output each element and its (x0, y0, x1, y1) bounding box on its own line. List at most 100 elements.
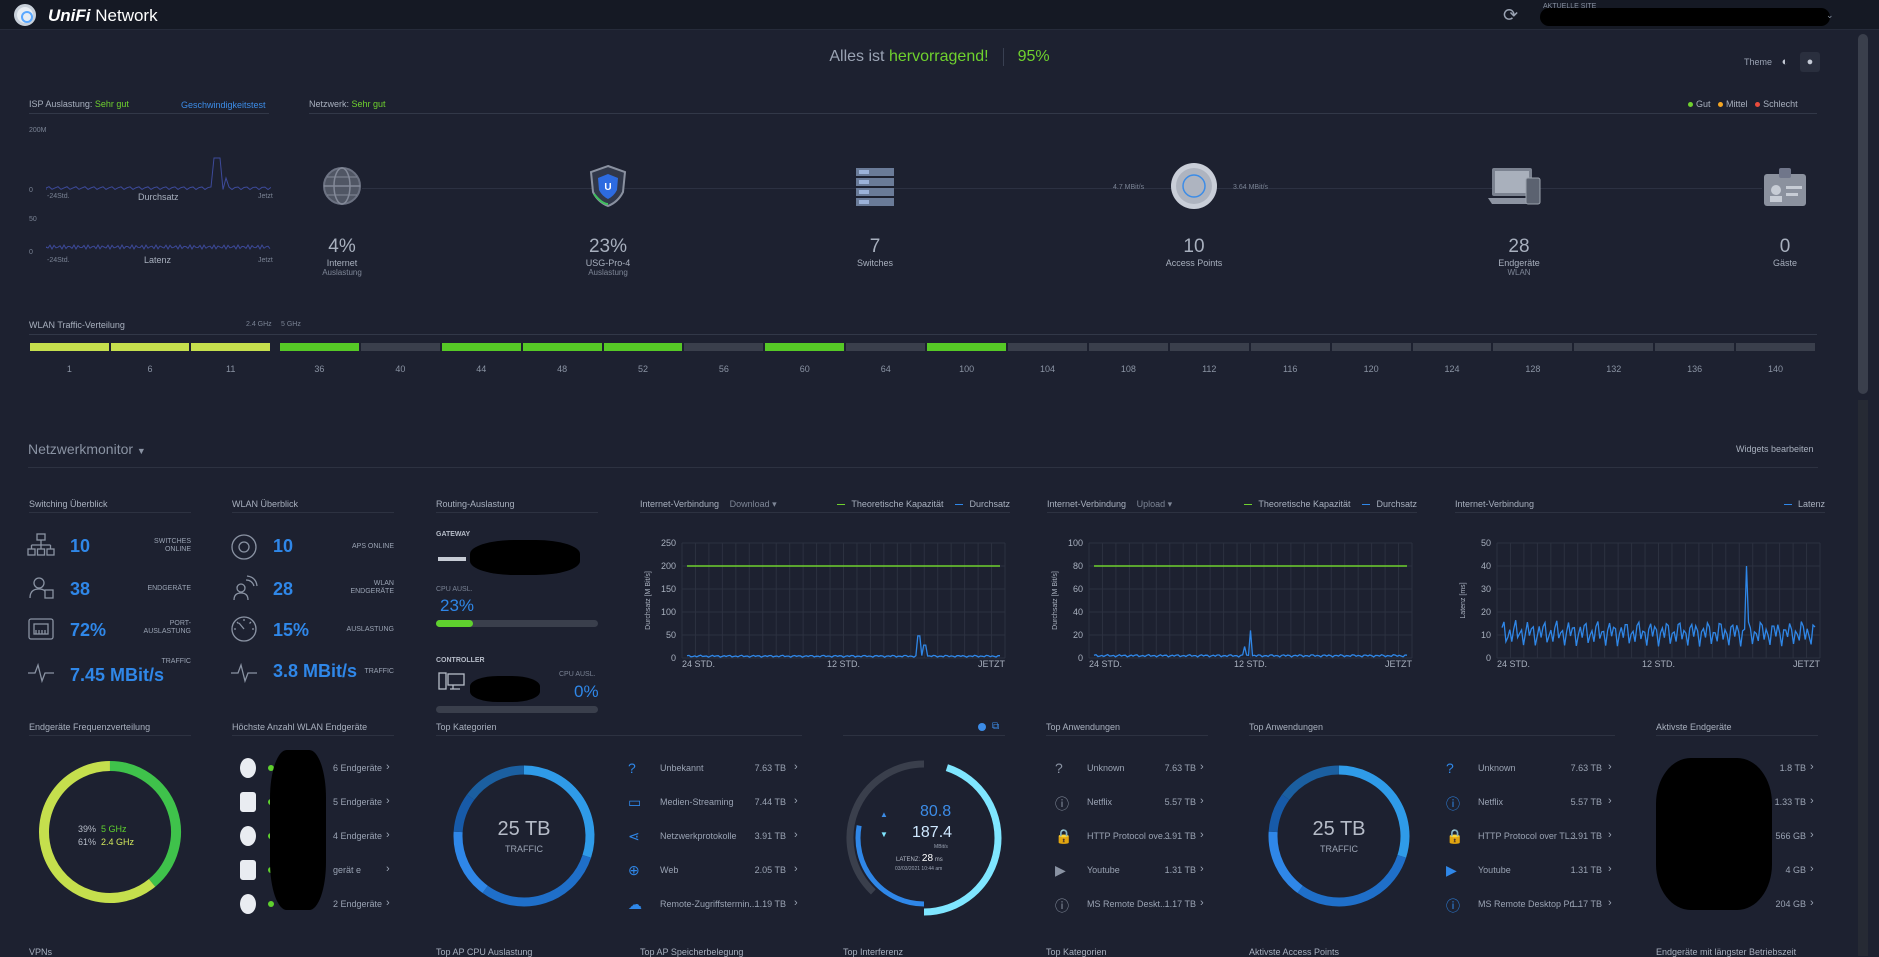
theme-dark-icon[interactable]: ● (1800, 52, 1820, 72)
server-icon[interactable] (855, 166, 895, 210)
chevron-right-icon[interactable]: › (1608, 897, 1612, 909)
node-internet[interactable]: 4% Internet Auslastung (322, 236, 362, 277)
chevron-right-icon[interactable]: › (1608, 863, 1612, 875)
list-item-label[interactable]: Unknown (1087, 763, 1125, 773)
chevron-right-icon[interactable]: › (1200, 761, 1204, 773)
channel-number: 108 (1120, 364, 1136, 374)
node-guests[interactable]: 0 Gäste (1772, 236, 1797, 268)
list-item-label[interactable]: Netflix (1087, 797, 1113, 807)
theme-dark-light-icon[interactable]: ◐ (1781, 56, 1789, 68)
chevron-right-icon[interactable]: › (1810, 795, 1814, 807)
ap-device-icon (240, 860, 256, 880)
access-point-icon[interactable] (1170, 162, 1218, 210)
list-item-label[interactable]: Youtube (1478, 865, 1511, 875)
client-usage[interactable]: 1.8 TB (1779, 763, 1806, 773)
client-usage[interactable]: 204 GB (1775, 899, 1806, 909)
widget-title: Top AP Speicherbelegung (640, 947, 744, 957)
speedtest-link[interactable]: Geschwindigkeitstest (181, 100, 266, 110)
monitor-title[interactable]: Netzwerkmonitor ▼ (28, 441, 146, 457)
speedtest-date: 03/03/2021 10:44 am (895, 866, 943, 872)
settings-dot-icon[interactable] (978, 723, 986, 731)
latency-ymin: 0 (29, 249, 33, 256)
chevron-right-icon[interactable]: › (794, 761, 798, 773)
chevron-right-icon[interactable]: › (386, 829, 390, 841)
chevron-right-icon[interactable]: › (1608, 795, 1612, 807)
node-gateway[interactable]: 23% USG-Pro-4 Auslastung (585, 236, 631, 277)
legend-label: Durchsatz (969, 499, 1010, 509)
switching-traffic-label: TRAFFIC (161, 658, 191, 665)
donut-arc (482, 854, 592, 907)
channel-bar (846, 343, 926, 351)
ap-client-count[interactable]: 5 Endgeräte (333, 797, 383, 807)
shield-icon[interactable]: U (588, 164, 628, 208)
chevron-right-icon[interactable]: › (1810, 863, 1814, 875)
list-item-label[interactable]: Remote-Zugriffstermin... (660, 899, 757, 909)
channel-bar (1088, 343, 1168, 351)
chevron-right-icon[interactable]: › (1608, 761, 1612, 773)
ap-client-count[interactable]: gerät e (333, 865, 362, 875)
chevron-right-icon[interactable]: › (1810, 829, 1814, 841)
y-tick-label: 20 (1073, 630, 1083, 640)
globe-icon[interactable] (322, 166, 362, 206)
chevron-right-icon[interactable]: › (794, 829, 798, 841)
mode-dropdown[interactable]: Upload ▾ (1134, 499, 1173, 509)
ap-client-count[interactable]: 2 Endgeräte (333, 899, 383, 909)
list-item-label[interactable]: MS Remote Deskt... (1087, 899, 1168, 909)
chevron-right-icon[interactable]: › (386, 897, 390, 909)
mode-dropdown[interactable]: Download ▾ (727, 499, 777, 509)
lock-icon: 🔒 (1055, 828, 1073, 844)
internet-connection-title: Internet-Verbindung Upload ▾ (1047, 499, 1172, 510)
list-item-label[interactable]: Netzwerkprotokolle (660, 831, 737, 841)
controller-cpu-label: CPU AUSL. (559, 671, 596, 678)
chevron-right-icon[interactable]: › (1810, 761, 1814, 773)
list-item-label[interactable]: Unbekannt (660, 763, 704, 773)
chevron-right-icon[interactable]: › (794, 863, 798, 875)
redacted-site-name[interactable] (1540, 8, 1830, 26)
refresh-icon[interactable]: ⟳ (1503, 5, 1519, 25)
controller-cpu-value: 0% (574, 682, 599, 701)
edit-widgets-link[interactable]: Widgets bearbeiten (1736, 444, 1814, 454)
list-item-label[interactable]: HTTP Protocol ove... (1087, 831, 1171, 841)
channel-number: 40 (395, 364, 406, 374)
external-link-icon[interactable]: ⧉ (992, 721, 1000, 732)
legend-swatch (837, 504, 846, 506)
divider (309, 113, 1817, 114)
list-item-label[interactable]: Youtube (1087, 865, 1120, 875)
node-access-points[interactable]: 10 Access Points (1165, 236, 1223, 268)
ap-client-count[interactable]: 6 Endgeräte (333, 763, 383, 773)
ap-client-count[interactable]: 4 Endgeräte (333, 831, 383, 841)
list-item-label[interactable]: Web (660, 865, 679, 875)
chevron-down-icon[interactable]: ⌄ (1826, 10, 1834, 20)
scrollbar-thumb[interactable] (1858, 34, 1868, 394)
y-tick-label: 0 (671, 653, 676, 663)
chevron-right-icon[interactable]: › (1200, 795, 1204, 807)
list-item-label[interactable]: HTTP Protocol over TL... (1478, 831, 1578, 841)
list-item-label[interactable]: Unknown (1478, 763, 1516, 773)
caret-down-icon[interactable]: ▼ (136, 446, 146, 456)
node-switches[interactable]: 7 Switches (856, 236, 893, 268)
widget-title: Aktivste Access Points (1249, 947, 1340, 957)
wlan-usage-label: AUSLASTUNG (346, 626, 394, 633)
list-item-label[interactable]: MS Remote Desktop Pr... (1478, 899, 1580, 909)
chevron-right-icon[interactable]: › (386, 761, 390, 773)
unifi-logo-icon[interactable] (14, 4, 36, 26)
chevron-right-icon[interactable]: › (386, 795, 390, 807)
guest-badge-icon[interactable] (1762, 166, 1808, 208)
chevron-right-icon[interactable]: › (1200, 829, 1204, 841)
chevron-right-icon[interactable]: › (1200, 863, 1204, 875)
list-item-label[interactable]: Netflix (1478, 797, 1504, 807)
chevron-right-icon[interactable]: › (386, 863, 390, 875)
client-usage[interactable]: 566 GB (1775, 831, 1806, 841)
chevron-right-icon[interactable]: › (794, 795, 798, 807)
freq-5ghz-label: 5 GHz (101, 824, 127, 834)
client-usage[interactable]: 1.33 TB (1774, 797, 1806, 807)
chevron-right-icon[interactable]: › (794, 897, 798, 909)
list-item-label[interactable]: Medien-Streaming (660, 797, 734, 807)
chevron-right-icon[interactable]: › (1608, 829, 1612, 841)
client-usage[interactable]: 4 GB (1785, 865, 1806, 875)
chevron-right-icon[interactable]: › (1810, 897, 1814, 909)
chevron-right-icon[interactable]: › (1200, 897, 1204, 909)
laptop-icon[interactable] (1488, 166, 1548, 208)
scrollbar-track[interactable] (1858, 400, 1868, 956)
node-wlan-clients[interactable]: 28 Endgeräte WLAN (1498, 236, 1540, 277)
